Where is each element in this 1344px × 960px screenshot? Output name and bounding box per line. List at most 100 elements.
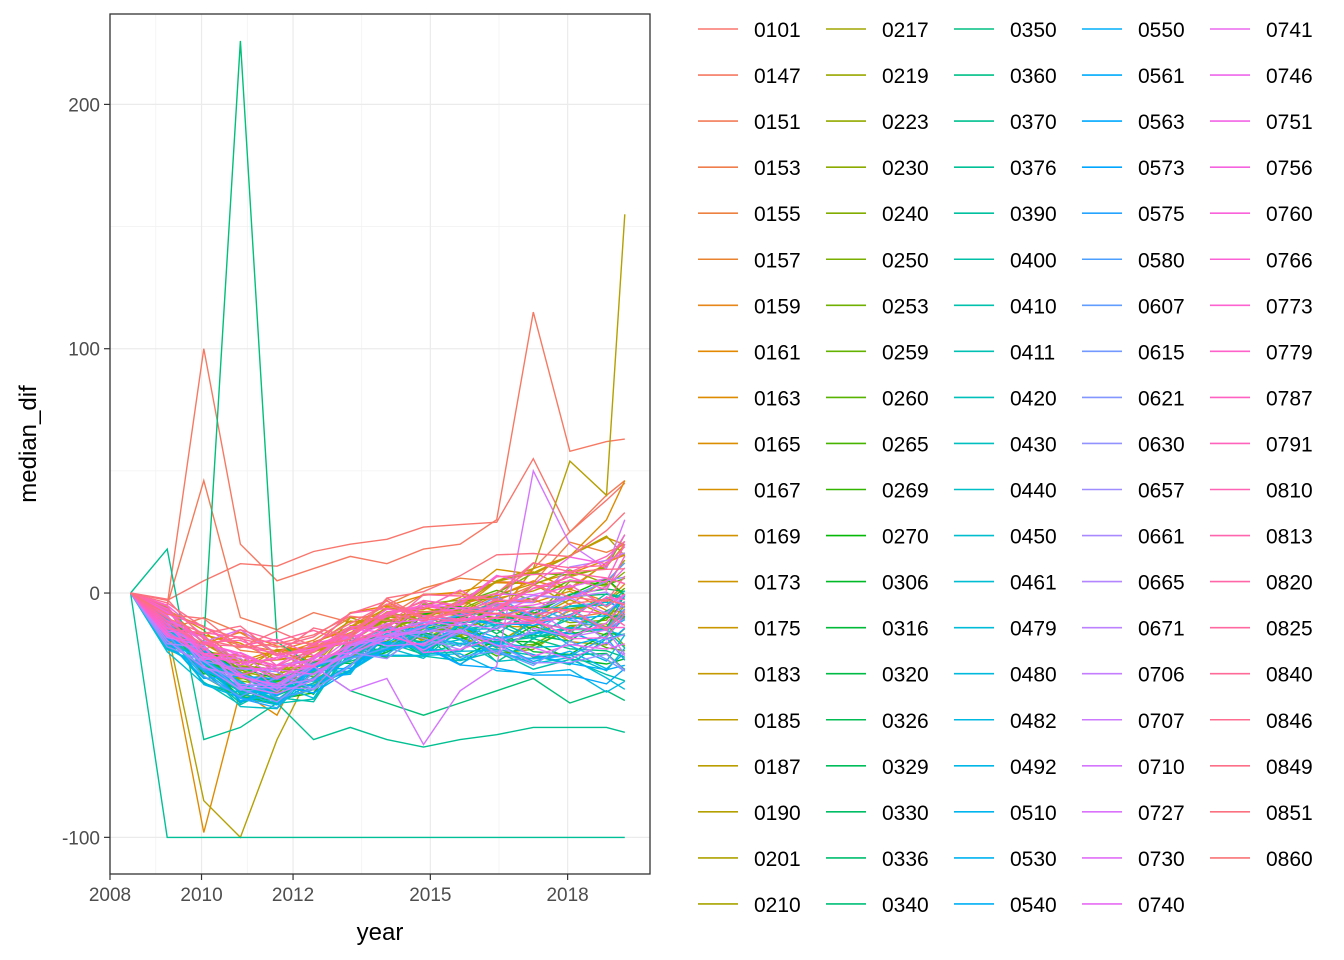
legend-label-0183: 0183 xyxy=(754,664,801,687)
x-tick-label: 2008 xyxy=(89,885,131,906)
legend-label-0615: 0615 xyxy=(1138,341,1185,364)
series-line-0825 xyxy=(130,546,626,652)
series-line-0820 xyxy=(130,572,626,655)
legend-label-0157: 0157 xyxy=(754,249,801,272)
series-line-0766 xyxy=(130,584,626,680)
y-axis-title: median_dif xyxy=(15,385,42,503)
series-line-0787 xyxy=(130,592,625,664)
axes: 2008 2010 2012 2015 2018 -100 0 100 200 xyxy=(62,95,589,906)
legend-label-0671: 0671 xyxy=(1138,618,1185,641)
legend-label-0201: 0201 xyxy=(754,848,801,871)
legend-label-0657: 0657 xyxy=(1138,480,1185,503)
legend-label-0665: 0665 xyxy=(1138,572,1185,595)
y-tick-label: 200 xyxy=(68,95,100,116)
legend-label-0480: 0480 xyxy=(1010,664,1057,687)
legend-label-0223: 0223 xyxy=(882,111,929,134)
legend-label-0153: 0153 xyxy=(754,157,801,180)
legend-label-0550: 0550 xyxy=(1138,19,1185,42)
legend-label-0607: 0607 xyxy=(1138,295,1185,318)
legend-label-0450: 0450 xyxy=(1010,526,1057,549)
series-line-0607 xyxy=(130,562,626,698)
legend-label-0479: 0479 xyxy=(1010,618,1057,641)
legend-label-0461: 0461 xyxy=(1010,572,1057,595)
series-line-0376 xyxy=(129,592,625,839)
x-axis-title: year xyxy=(357,919,404,946)
series-line-0810 xyxy=(130,540,626,667)
series-line-0370 xyxy=(130,547,625,748)
legend-label-0163: 0163 xyxy=(754,387,801,410)
legend-label-0492: 0492 xyxy=(1010,756,1057,779)
x-tick-label: 2012 xyxy=(272,885,314,906)
legend-label-0390: 0390 xyxy=(1010,203,1057,226)
legend-label-0860: 0860 xyxy=(1266,848,1313,871)
legend-label-0219: 0219 xyxy=(882,65,929,88)
legend-label-0147: 0147 xyxy=(754,65,801,88)
legend-label-0217: 0217 xyxy=(882,19,929,42)
legend-label-0259: 0259 xyxy=(882,341,929,364)
legend-label-0269: 0269 xyxy=(882,480,929,503)
legend-label-0760: 0760 xyxy=(1266,203,1313,226)
legend-label-0360: 0360 xyxy=(1010,65,1057,88)
series-line-0760 xyxy=(130,592,626,676)
series-line-0482 xyxy=(130,592,626,700)
legend-label-0260: 0260 xyxy=(882,387,929,410)
legend-label-0621: 0621 xyxy=(1138,387,1185,410)
legend-label-0376: 0376 xyxy=(1010,157,1057,180)
legend-label-0155: 0155 xyxy=(754,203,801,226)
legend-label-0165: 0165 xyxy=(754,433,801,456)
legend-label-0580: 0580 xyxy=(1138,249,1185,272)
legend-label-0175: 0175 xyxy=(754,618,801,641)
series-line-0851 xyxy=(130,512,626,649)
legend-label-0851: 0851 xyxy=(1266,802,1313,825)
legend-label-0411: 0411 xyxy=(1010,341,1055,364)
legend-label-0575: 0575 xyxy=(1138,203,1185,226)
grid xyxy=(109,14,650,874)
legend-label-0707: 0707 xyxy=(1138,710,1185,733)
legend-label-0661: 0661 xyxy=(1138,526,1185,549)
legend-label-0326: 0326 xyxy=(882,710,929,733)
legend-label-0510: 0510 xyxy=(1010,802,1057,825)
series-line-0665 xyxy=(130,591,626,687)
x-tick-label: 2018 xyxy=(546,885,588,906)
legend-label-0329: 0329 xyxy=(882,756,929,779)
legend-label-0849: 0849 xyxy=(1266,756,1313,779)
legend-label-0530: 0530 xyxy=(1010,848,1057,871)
legend-label-0787: 0787 xyxy=(1266,387,1313,410)
legend-label-0561: 0561 xyxy=(1138,65,1185,88)
x-tick-label: 2010 xyxy=(180,885,222,906)
series-line-0710 xyxy=(130,468,626,746)
plot-panel-border xyxy=(109,13,651,875)
legend-label-0270: 0270 xyxy=(882,526,929,549)
legend-label-0766: 0766 xyxy=(1266,249,1313,272)
legend-label-0101: 0101 xyxy=(754,19,801,42)
series-line-0860 xyxy=(130,592,625,649)
series-line-0147 xyxy=(130,311,625,607)
legend-label-0540: 0540 xyxy=(1010,894,1057,917)
x-tick-label: 2015 xyxy=(409,885,451,906)
legend-label-0336: 0336 xyxy=(882,848,929,871)
legend: 0101 0147 0151 0153 0155 0157 0159 0161 0163 0165… xyxy=(698,19,1313,917)
legend-label-0741: 0741 xyxy=(1266,19,1313,42)
series-line-0190 xyxy=(130,214,626,839)
series-line-0575 xyxy=(130,592,626,709)
y-tick-label: 100 xyxy=(68,340,100,361)
legend-label-0756: 0756 xyxy=(1266,157,1313,180)
legend-label-0430: 0430 xyxy=(1010,433,1057,456)
legend-label-0320: 0320 xyxy=(882,664,929,687)
legend-label-0420: 0420 xyxy=(1010,387,1057,410)
legend-label-0820: 0820 xyxy=(1266,572,1313,595)
y-tick-label: -100 xyxy=(62,828,100,849)
legend-label-0730: 0730 xyxy=(1138,848,1185,871)
legend-label-0573: 0573 xyxy=(1138,157,1185,180)
legend-label-0630: 0630 xyxy=(1138,433,1185,456)
legend-label-0167: 0167 xyxy=(754,480,801,503)
legend-label-0185: 0185 xyxy=(754,710,801,733)
legend-label-0253: 0253 xyxy=(882,295,929,318)
legend-label-0563: 0563 xyxy=(1138,111,1185,134)
legend-label-0230: 0230 xyxy=(882,157,929,180)
legend-label-0350: 0350 xyxy=(1010,19,1057,42)
legend-label-0151: 0151 xyxy=(754,111,801,134)
legend-label-0410: 0410 xyxy=(1010,295,1057,318)
legend-label-0791: 0791 xyxy=(1266,433,1313,456)
